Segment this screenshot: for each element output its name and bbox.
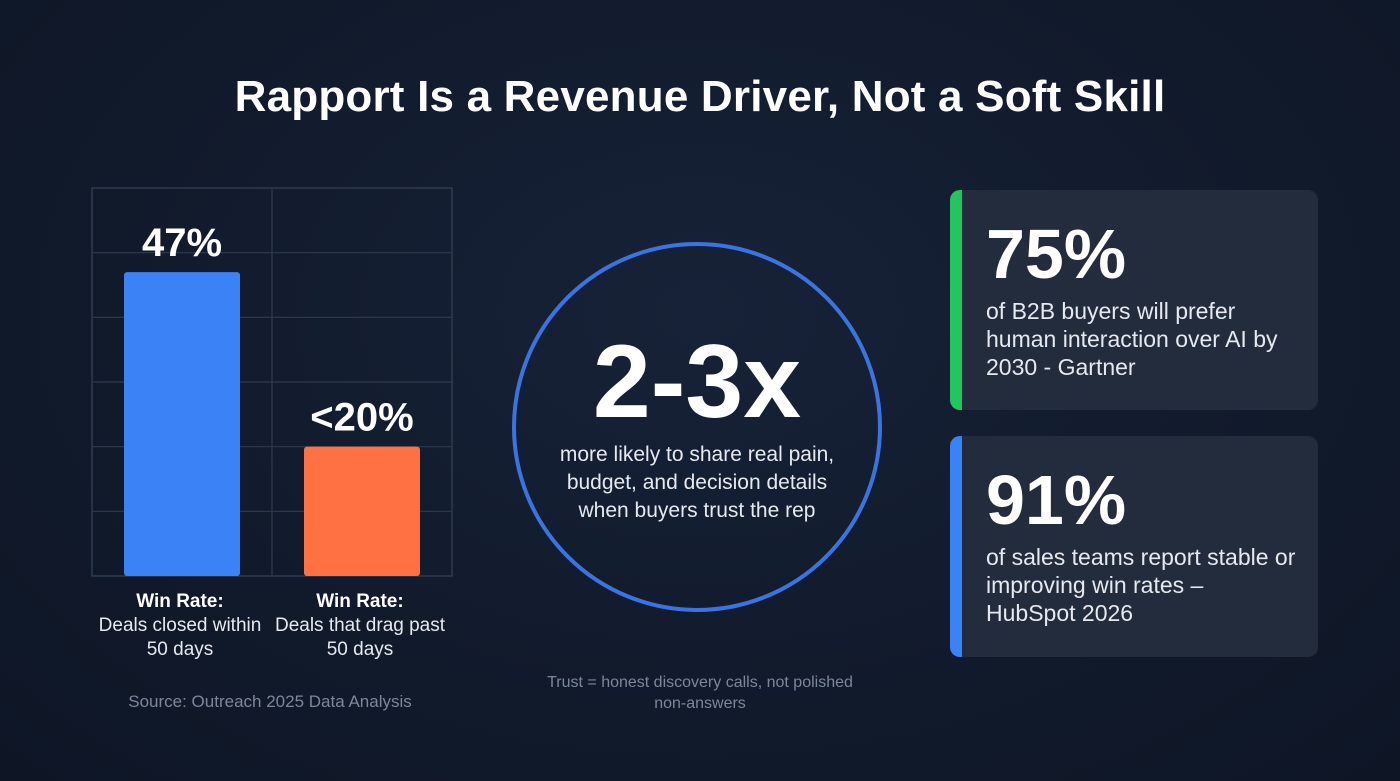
chart-data-labels: 47% <20% [142,221,414,440]
bar-category-label-2: Win Rate: Deals that drag past 50 days [270,590,450,662]
category-desc-2: Deals that drag past 50 days [274,615,446,660]
multiplier-stat: 2-3x [592,324,802,440]
page-title: Rapport Is a Revenue Driver, Not a Soft … [234,72,1166,121]
bar-data-label-2: <20% [310,396,413,440]
bar-2 [304,446,420,576]
chart-bars [124,272,420,576]
card-accent-bar [950,436,962,657]
card-stat: 91% [986,461,1127,539]
card-description: of B2B buyers will prefer human interact… [986,298,1278,380]
card-stat: 75% [986,215,1127,293]
bar-1 [124,272,240,576]
multiplier-description: more likely to share real pain, budget, … [559,443,835,522]
trust-footnote: Trust = honest discovery calls, not poli… [547,674,853,712]
bar-data-label-1: 47% [142,221,222,265]
stat-card-gartner: 75% of B2B buyers will prefer human inte… [950,190,1318,410]
chart-source: Source: Outreach 2025 Data Analysis [128,692,412,711]
category-desc-1: Deals closed within 50 days [98,615,262,660]
win-rate-bar-chart: 47% <20% [91,187,453,577]
bar-category-label-1: Win Rate: Deals closed within 50 days [90,590,270,662]
highlight-circle [512,242,882,612]
category-title-2: Win Rate: [316,591,404,612]
card-accent-bar [950,190,962,410]
category-title-1: Win Rate: [136,591,224,612]
stat-card-hubspot: 91% of sales teams report stable or impr… [950,436,1318,657]
card-description: of sales teams report stable or improvin… [986,544,1296,626]
